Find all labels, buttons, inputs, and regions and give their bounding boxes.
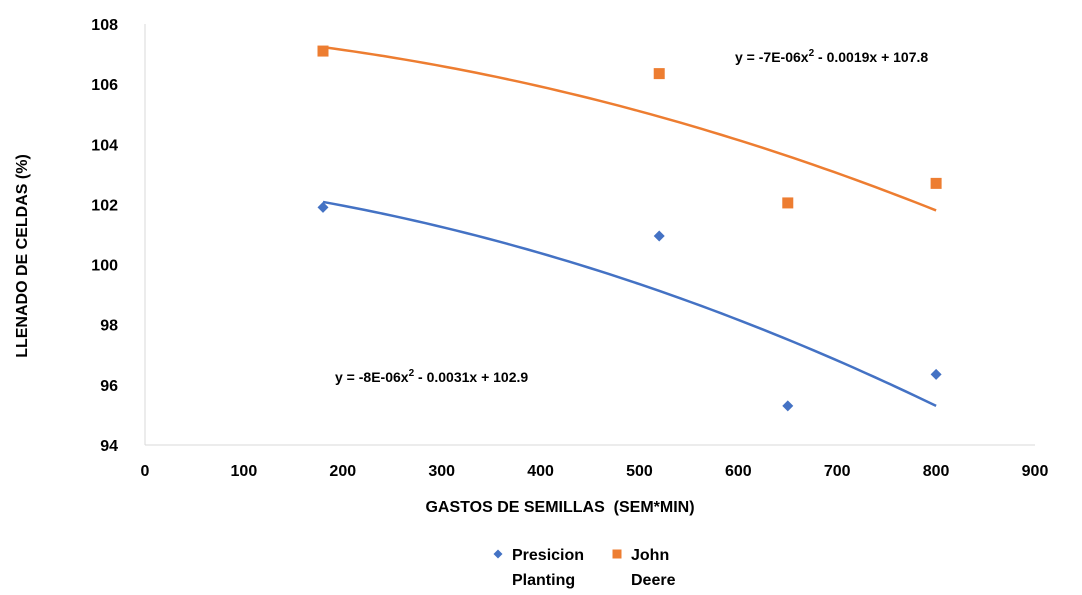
trendline-equations: y = -8E-06x2 - 0.0031x + 102.9 y = -7E-06… [335,48,928,385]
point-presicion-planting [930,368,942,380]
data-points [317,45,942,412]
y-tick-label: 96 [100,378,118,395]
equation-presicion-planting: y = -8E-06x2 - 0.0031x + 102.9 [335,368,528,385]
point-presicion-planting [317,201,329,213]
legend-label-line1: John [631,547,669,564]
x-tick-label: 0 [141,463,150,480]
y-tick-labels: 94 96 98 100 102 104 106 108 [91,17,118,455]
y-tick-label: 106 [91,77,118,94]
x-tick-label: 400 [527,463,554,480]
x-tick-label: 200 [329,463,356,480]
point-john-deere [930,177,942,189]
y-tick-label: 102 [91,197,118,214]
x-tick-label: 800 [923,463,950,480]
equation-john-deere: y = -7E-06x2 - 0.0019x + 107.8 [735,48,928,65]
point-presicion-planting [782,400,794,412]
x-tick-label: 700 [824,463,851,480]
x-tick-label: 900 [1022,463,1049,480]
y-tick-label: 104 [91,137,118,154]
y-axis-title: LLENADO DE CELDAS (%) [14,154,31,358]
legend-label-line1: Presicion [512,547,584,564]
x-tick-labels: 0 100 200 300 400 500 600 700 800 900 [141,463,1049,480]
x-axis-title: GASTOS DE SEMILLAS (SEM*MIN) [425,499,694,516]
point-john-deere [317,45,329,57]
x-tick-label: 500 [626,463,653,480]
legend-label-line2: Planting [512,572,575,589]
y-tick-label: 100 [91,258,118,275]
x-tick-label: 100 [231,463,258,480]
y-tick-label: 94 [100,438,118,455]
trendline-presicion-planting [322,200,937,408]
trendlines [322,45,937,408]
point-john-deere [782,197,794,209]
legend: Presicion Planting John Deere [493,547,676,589]
y-tick-label: 108 [91,17,118,34]
x-tick-label: 600 [725,463,752,480]
legend-marker-diamond [493,549,503,559]
point-presicion-planting [653,230,665,242]
trendline-john-deere [322,45,937,212]
point-john-deere [653,68,665,80]
legend-marker-square [612,549,622,559]
legend-label-line2: Deere [631,572,676,589]
x-tick-label: 300 [428,463,455,480]
y-tick-label: 98 [100,318,118,335]
